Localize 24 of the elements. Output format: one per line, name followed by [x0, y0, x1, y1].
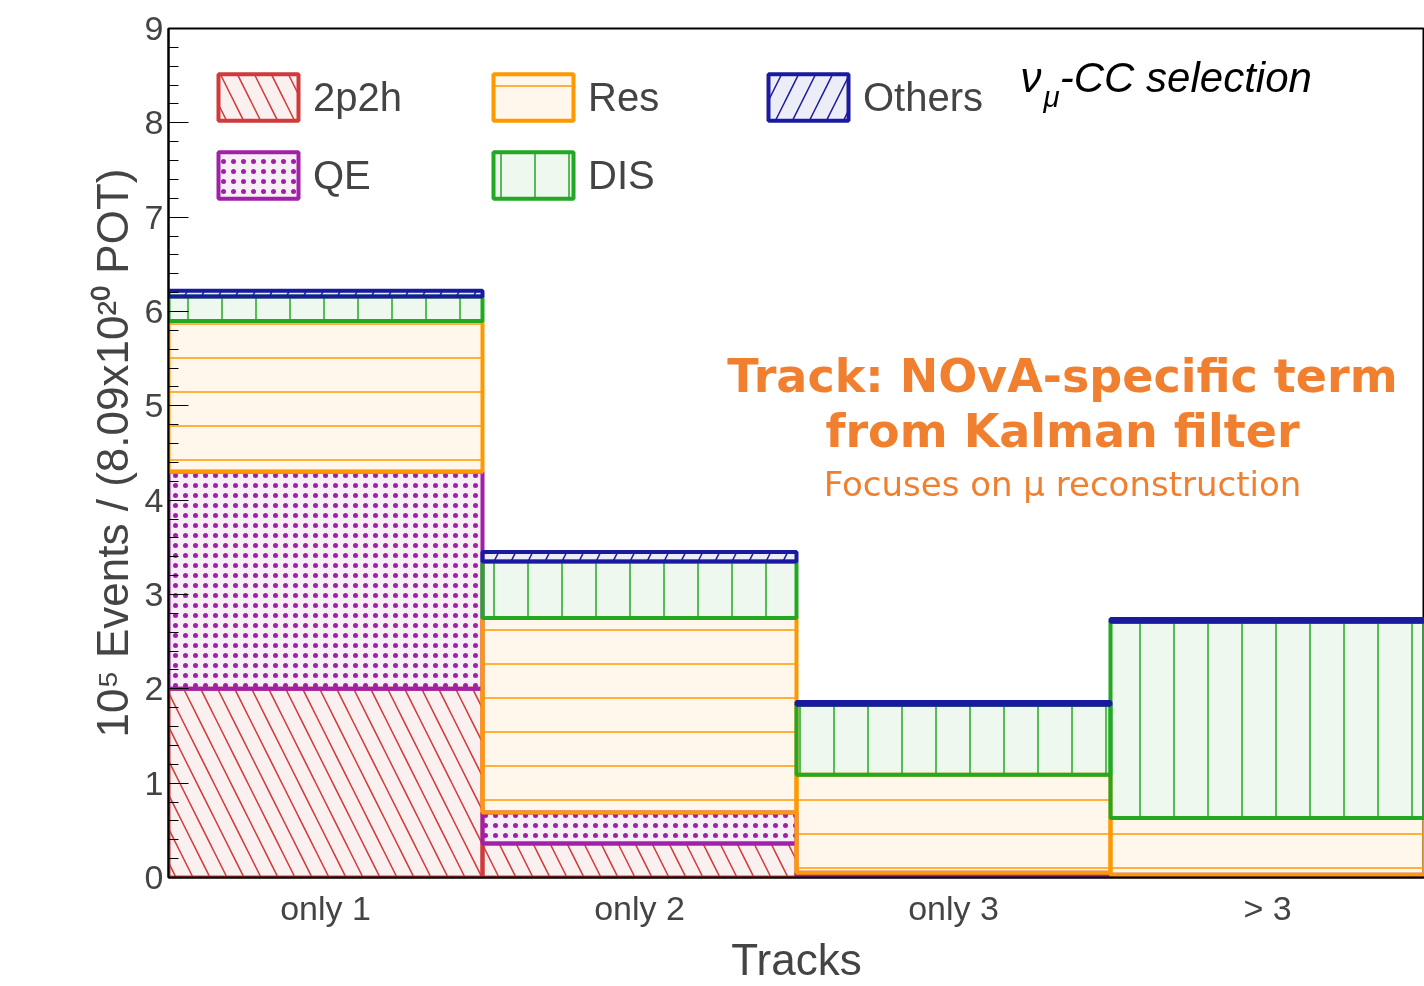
- legend-label: QE: [313, 152, 372, 198]
- y-tick-label: 5: [144, 386, 164, 425]
- y-axis-title: 10⁵ Events / (8.09x10²⁰ POT): [87, 168, 137, 738]
- x-tick-label: only 3: [908, 888, 999, 927]
- y-tick-label: 0: [144, 858, 164, 896]
- y-tick-label: 4: [144, 480, 164, 519]
- legend-label: Others: [863, 74, 985, 120]
- x-tick-label: only 2: [594, 888, 685, 927]
- legend-label: DIS: [588, 152, 656, 198]
- y-tick-label: 7: [144, 197, 164, 236]
- legend-label: 2p2h: [313, 74, 403, 120]
- y-tick-label: 2: [144, 669, 164, 708]
- annotation: Track: NOvA-specific term: [727, 348, 1398, 403]
- x-axis-title: Tracks: [731, 934, 862, 984]
- y-tick-label: 8: [144, 103, 164, 142]
- x-tick-label: only 1: [280, 888, 371, 927]
- y-tick-label: 1: [144, 763, 164, 802]
- y-tick-label: 6: [144, 292, 164, 330]
- legend-label: Res: [588, 74, 661, 120]
- annotation: Focuses on μ reconstruction: [823, 463, 1302, 504]
- y-tick-label: 3: [144, 575, 164, 613]
- y-tick-label: 9: [144, 9, 164, 47]
- annotation: from Kalman filter: [825, 403, 1300, 458]
- x-tick-label: > 3: [1243, 888, 1292, 927]
